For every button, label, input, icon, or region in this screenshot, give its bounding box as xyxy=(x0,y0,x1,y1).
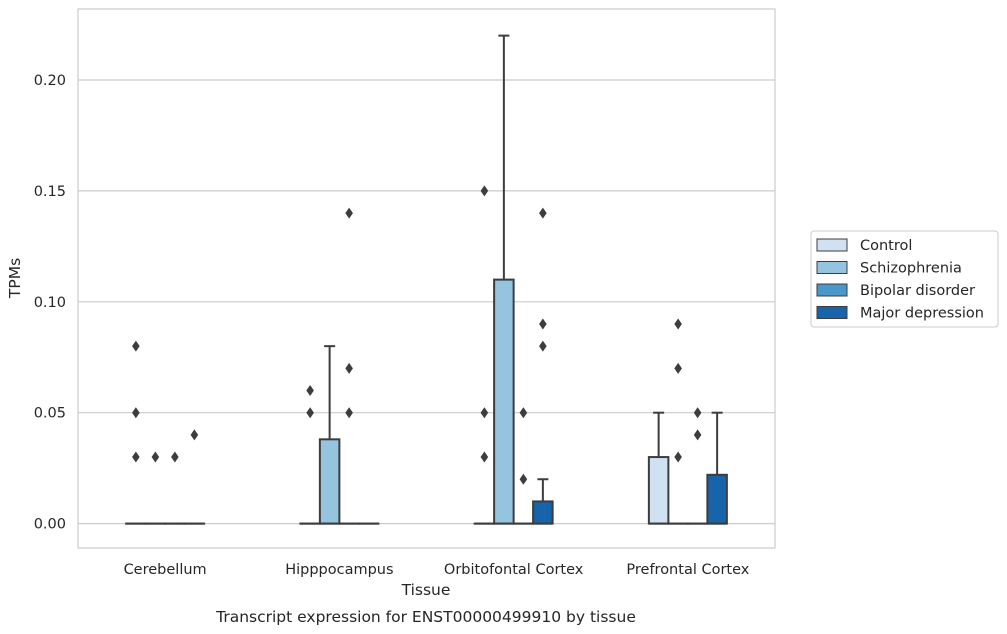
legend-label: Schizophrenia xyxy=(860,261,962,277)
outlier-point xyxy=(171,451,179,463)
outlier-point xyxy=(480,451,489,463)
box-group xyxy=(183,429,206,525)
legend-label: Control xyxy=(860,238,912,254)
outlier-point xyxy=(306,385,314,397)
plot-frame xyxy=(77,8,776,549)
gridlines xyxy=(78,79,775,525)
x-tick-label: Orbitofontal Cortex xyxy=(444,562,584,578)
outlier-point xyxy=(539,340,547,352)
box-group xyxy=(164,451,186,525)
y-tick-label: 0.00 xyxy=(34,517,66,533)
outlier-point xyxy=(480,407,489,419)
box-group xyxy=(318,345,341,525)
outlier-point xyxy=(480,185,489,197)
outlier-point xyxy=(674,318,682,330)
outlier-point xyxy=(674,362,682,374)
x-axis-label: Tissue xyxy=(401,581,451,599)
outlier-point xyxy=(519,473,528,485)
outlier-point xyxy=(539,207,547,219)
box-group xyxy=(667,318,689,525)
box-group xyxy=(706,411,728,525)
outlier-point xyxy=(539,318,547,330)
outlier-point xyxy=(345,362,353,374)
legend-swatch xyxy=(816,238,848,252)
box-group xyxy=(512,407,535,525)
outlier-point xyxy=(693,407,702,419)
outlier-point xyxy=(132,451,140,463)
x-tick-label: Prefrontal Cortex xyxy=(626,562,749,578)
outlier-point xyxy=(519,407,528,419)
box-group xyxy=(125,340,147,525)
outlier-point xyxy=(132,407,140,419)
box-group xyxy=(338,207,360,525)
box-group xyxy=(686,407,709,525)
box-group xyxy=(299,385,321,525)
outlier-point xyxy=(345,207,353,219)
outlier-point xyxy=(306,407,314,419)
legend: Control Schizophrenia Bipolar disorder Majo… xyxy=(810,230,999,328)
outlier-point xyxy=(674,451,682,463)
x-tick-label: Cerebellum xyxy=(124,562,207,578)
chart-caption: Transcript expression for ENST0000049991… xyxy=(215,608,636,626)
legend-swatch xyxy=(816,261,848,274)
box xyxy=(493,278,515,525)
box-group xyxy=(144,451,167,525)
x-tick-label: Hipppocampus xyxy=(285,562,393,578)
y-tick-labels: 0.00 0.05 0.10 0.15 0.20 xyxy=(34,73,66,533)
outlier-point xyxy=(132,340,140,352)
y-tick-label: 0.05 xyxy=(34,406,66,422)
legend-swatch xyxy=(816,283,848,297)
y-tick-label: 0.10 xyxy=(34,295,66,311)
box-group xyxy=(532,207,554,525)
legend-frame xyxy=(810,230,999,328)
y-axis-label: TPMs xyxy=(6,258,24,299)
outlier-point xyxy=(190,429,199,441)
box-group xyxy=(473,185,496,525)
box xyxy=(318,438,341,525)
outlier-point xyxy=(693,429,702,441)
y-tick-label: 0.20 xyxy=(34,73,66,89)
box-group xyxy=(647,411,670,525)
legend-label: Major depression xyxy=(860,306,984,322)
outlier-point xyxy=(345,407,353,419)
box xyxy=(647,456,670,525)
box xyxy=(532,500,554,525)
boxes xyxy=(125,34,728,525)
box-group xyxy=(493,34,515,525)
outlier-point xyxy=(151,451,160,463)
legend-label: Bipolar disorder xyxy=(860,283,975,299)
y-tick-label: 0.15 xyxy=(34,184,66,200)
legend-swatch xyxy=(816,306,848,319)
box xyxy=(706,473,728,525)
x-tick-labels: Cerebellum Hipppocampus Orbitofontal Corte… xyxy=(124,562,750,578)
